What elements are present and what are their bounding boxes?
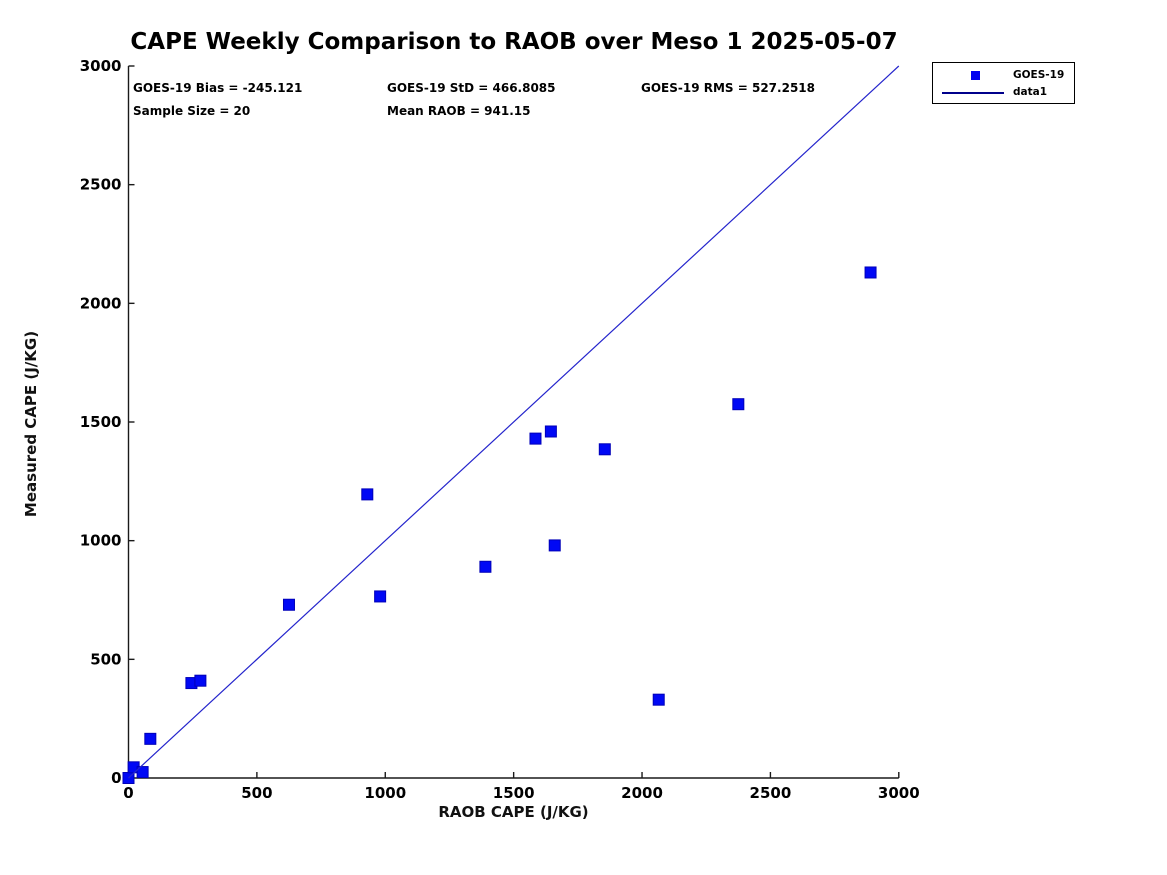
x-tick-label: 2500	[750, 784, 792, 802]
x-tick-label: 1500	[493, 784, 535, 802]
legend-entry-data1: data1	[933, 84, 1074, 100]
scatter-point	[479, 560, 492, 573]
x-tick-label: 3000	[878, 784, 920, 802]
y-tick-label: 2000	[80, 294, 122, 312]
legend-entry-goes19: GOES-19	[933, 67, 1074, 83]
stat-rms: GOES-19 RMS = 527.2518	[641, 81, 815, 95]
scatter-point	[544, 425, 557, 438]
legend-label: data1	[1013, 86, 1048, 98]
y-tick-label: 500	[90, 650, 121, 668]
scatter-point	[864, 266, 877, 279]
legend-line-icon	[942, 92, 1004, 94]
y-tick-label: 3000	[80, 57, 122, 75]
legend-label: GOES-19	[1013, 69, 1065, 81]
x-tick-label: 2000	[621, 784, 663, 802]
scatter-point	[136, 766, 149, 779]
x-tick-label: 1000	[364, 784, 406, 802]
legend-square-marker-icon	[971, 71, 980, 80]
scatter-point	[548, 539, 561, 552]
scatter-point	[374, 590, 387, 603]
scatter-point	[598, 443, 611, 456]
y-tick-label: 1000	[80, 532, 122, 550]
stat-std: GOES-19 StD = 466.8085	[387, 81, 556, 95]
scatter-point	[144, 732, 157, 745]
y-axis-label: Measured CAPE (J/KG)	[22, 330, 40, 518]
scatter-point	[732, 398, 745, 411]
scatter-point	[282, 598, 295, 611]
x-tick-label: 500	[241, 784, 272, 802]
x-tick-label: 0	[123, 784, 133, 802]
scatter-point	[529, 432, 542, 445]
y-tick-label: 2500	[80, 176, 122, 194]
scatter-point	[194, 674, 207, 687]
scatter-point	[652, 693, 665, 706]
stat-bias: GOES-19 Bias = -245.121	[133, 81, 303, 95]
y-tick-label: 1500	[80, 413, 122, 431]
chart-title: CAPE Weekly Comparison to RAOB over Meso…	[130, 29, 898, 55]
y-tick-label: 0	[111, 769, 121, 787]
scatter-point	[361, 488, 374, 501]
stat-mean-raob: Mean RAOB = 941.15	[387, 104, 531, 118]
identity-line	[128, 65, 900, 779]
legend-box: GOES-19 data1	[932, 62, 1075, 104]
x-axis-label: RAOB CAPE (J/KG)	[438, 803, 589, 821]
stat-sample-size: Sample Size = 20	[133, 104, 251, 118]
